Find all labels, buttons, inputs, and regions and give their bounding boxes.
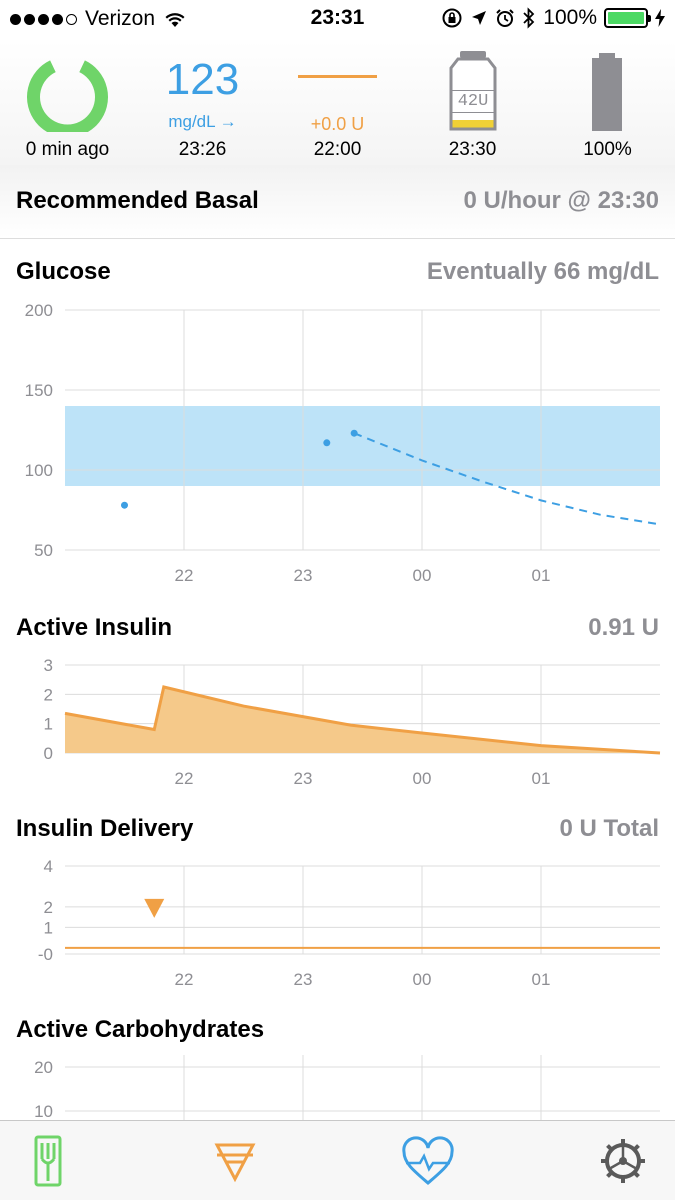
pump-battery-icon [592,53,622,131]
fork-icon [34,1135,62,1187]
x-tick-label: 23 [294,769,313,788]
alarm-icon [496,9,514,27]
y-tick-label: 3 [44,656,53,675]
gear-icon [601,1139,645,1183]
x-tick-label: 22 [175,769,194,788]
x-tick-label: 22 [175,566,194,585]
glucose-time: 23:26 [178,139,227,160]
glucose-chart[interactable]: 200 150 100 50 22 23 00 01 [0,290,675,595]
predicted-glucose-line [353,432,661,526]
glucose-title: Glucose [16,258,111,285]
y-tick-label: 4 [44,857,53,876]
glucose-hud[interactable]: 123 mg/dL → 23:26 [135,40,270,165]
x-tick-label: 22 [175,970,194,989]
glucose-point [350,429,358,437]
hud-bar: 0 min ago 123 mg/dL → 23:26 +0.0 U 22:00… [0,40,675,165]
status-bar: Verizon 23:31 100% [0,0,675,38]
cell-signal-icon [10,13,77,25]
y-tick-label: 100 [25,461,53,480]
battery-percent: 100% [543,6,597,29]
y-tick-label: 1 [44,715,53,734]
reservoir-icon [449,51,497,131]
add-carbs-tab[interactable] [22,1131,82,1191]
glucose-point [121,501,128,509]
y-tick-label: 0 [44,744,53,763]
status-right: 100% [441,6,665,30]
y-tick-label: 150 [25,381,53,400]
tab-bar [0,1120,675,1200]
y-tick-label: 2 [44,685,53,704]
x-tick-label: 00 [413,970,432,989]
battery-icon [604,8,651,28]
loop-ring-icon [27,60,108,132]
y-tick-label: 50 [34,541,53,560]
x-tick-label: 23 [294,970,313,989]
status-time: 23:31 [310,6,365,29]
bolus-marker [144,898,165,918]
x-tick-label: 00 [413,769,432,788]
y-tick-label: 1 [44,918,53,937]
y-tick-label: -0 [38,945,53,964]
bolus-tab[interactable] [205,1131,265,1191]
active-insulin-area [65,687,660,753]
location-icon [472,11,487,25]
rotation-lock-icon [442,8,462,28]
active-insulin-title: Active Insulin [16,614,173,641]
active-carbs-title: Active Carbohydrates [16,1016,265,1043]
basal-rate-value: +0.0 U [310,114,365,134]
x-tick-label: 00 [413,566,432,585]
recommended-basal-row[interactable]: Recommended Basal 0 U/hour @ 23:30 [0,165,675,239]
temp-basal-indicator [298,75,377,78]
pump-battery-caption: 100% [583,139,632,160]
recommended-basal-value: 0 U/hour @ 23:30 [463,187,659,214]
health-tab[interactable] [398,1131,458,1191]
basal-time: 22:00 [313,139,362,160]
wifi-icon [165,13,185,27]
x-tick-label: 23 [294,566,313,585]
target-range-band [65,406,660,486]
active-insulin-chart[interactable]: 3 2 1 0 22 23 00 01 [0,650,675,800]
pump-battery-hud[interactable]: 100% [540,40,675,165]
charging-icon [655,9,665,27]
glucose-eventual: Eventually 66 mg/dL [426,258,659,285]
reservoir-time: 23:30 [448,139,497,160]
basal-hud[interactable]: +0.0 U 22:00 [270,40,405,165]
reservoir-hud[interactable]: 42U 23:30 [405,40,540,165]
x-tick-label: 01 [532,566,551,585]
recommended-basal-title: Recommended Basal [16,187,259,214]
insulin-delivery-total: 0 U Total [559,815,659,842]
insulin-delivery-title: Insulin Delivery [16,815,194,842]
active-insulin-value: 0.91 U [588,614,659,641]
x-tick-label: 01 [532,769,551,788]
heart-icon [402,1136,454,1185]
bolus-icon [214,1143,256,1183]
bluetooth-icon [523,7,535,29]
y-tick-label: 10 [34,1102,53,1120]
loop-status[interactable]: 0 min ago [0,40,135,165]
status-left: Verizon [10,7,187,31]
active-insulin-line [64,685,661,755]
carrier-name: Verizon [85,7,156,30]
glucose-point [323,439,331,447]
x-tick-label: 01 [532,970,551,989]
settings-tab[interactable] [593,1131,653,1191]
glucose-unit-trend: mg/dL → [168,112,237,131]
reservoir-label: 42U [451,90,495,113]
y-tick-label: 200 [25,301,53,320]
glucose-value: 123 [165,55,240,104]
y-tick-label: 2 [44,898,53,917]
loop-caption: 0 min ago [25,139,110,160]
y-tick-label: 20 [34,1058,53,1077]
insulin-delivery-chart[interactable]: 4 21 -0 22 23 00 01 [0,850,675,1000]
